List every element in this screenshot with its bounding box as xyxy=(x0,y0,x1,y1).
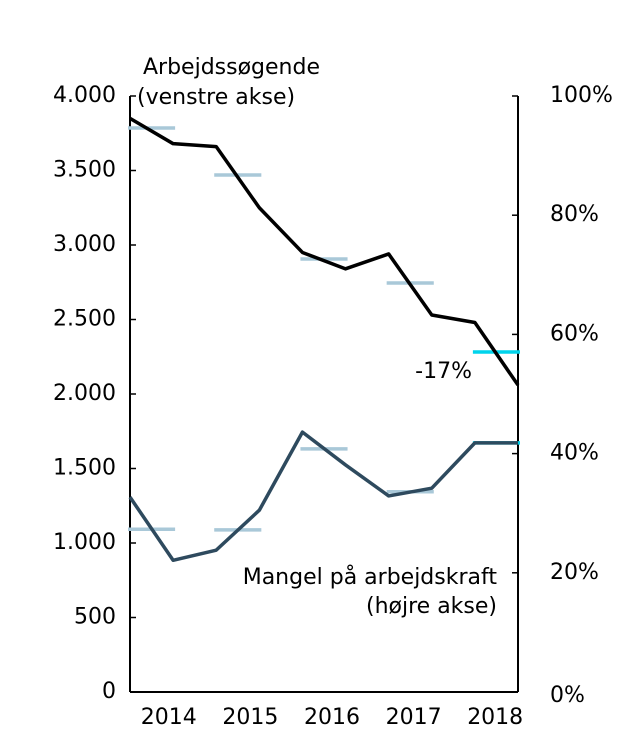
x-tick-label: 2015 xyxy=(222,705,278,730)
y-tick-label: 1.000 xyxy=(53,530,116,555)
x-tick-label: 2014 xyxy=(141,705,197,730)
y2-tick-label: 60% xyxy=(550,321,599,346)
line-series xyxy=(129,116,520,387)
annotation: -17% xyxy=(415,359,472,384)
annotation: Mangel på arbejdskraft xyxy=(243,564,498,590)
annotation: (venstre akse) xyxy=(137,85,295,110)
y2-tick-label: 20% xyxy=(550,560,599,585)
y-tick-label: 2.000 xyxy=(53,381,116,406)
y-tick-label: 500 xyxy=(74,605,116,630)
y-tick-label: 4.000 xyxy=(53,83,116,108)
y2-tick-label: 80% xyxy=(550,202,599,227)
y2-tick-label: 100% xyxy=(550,83,613,108)
x-tick-label: 2016 xyxy=(304,705,360,730)
y-tick-label: 0 xyxy=(102,679,116,704)
annotation: (højre akse) xyxy=(366,594,497,619)
y-tick-label: 3.500 xyxy=(53,158,116,183)
x-tick-label: 2017 xyxy=(386,705,442,730)
x-tick-label: 2018 xyxy=(467,705,523,730)
y2-tick-label: 40% xyxy=(550,441,599,466)
y2-tick-label: 0% xyxy=(550,683,585,708)
line-series xyxy=(128,430,518,563)
y-tick-label: 2.500 xyxy=(53,307,116,332)
y-tick-label: 1.500 xyxy=(53,456,116,481)
annotation: Arbejdssøgende xyxy=(143,55,320,80)
y-tick-label: 3.000 xyxy=(53,232,116,257)
